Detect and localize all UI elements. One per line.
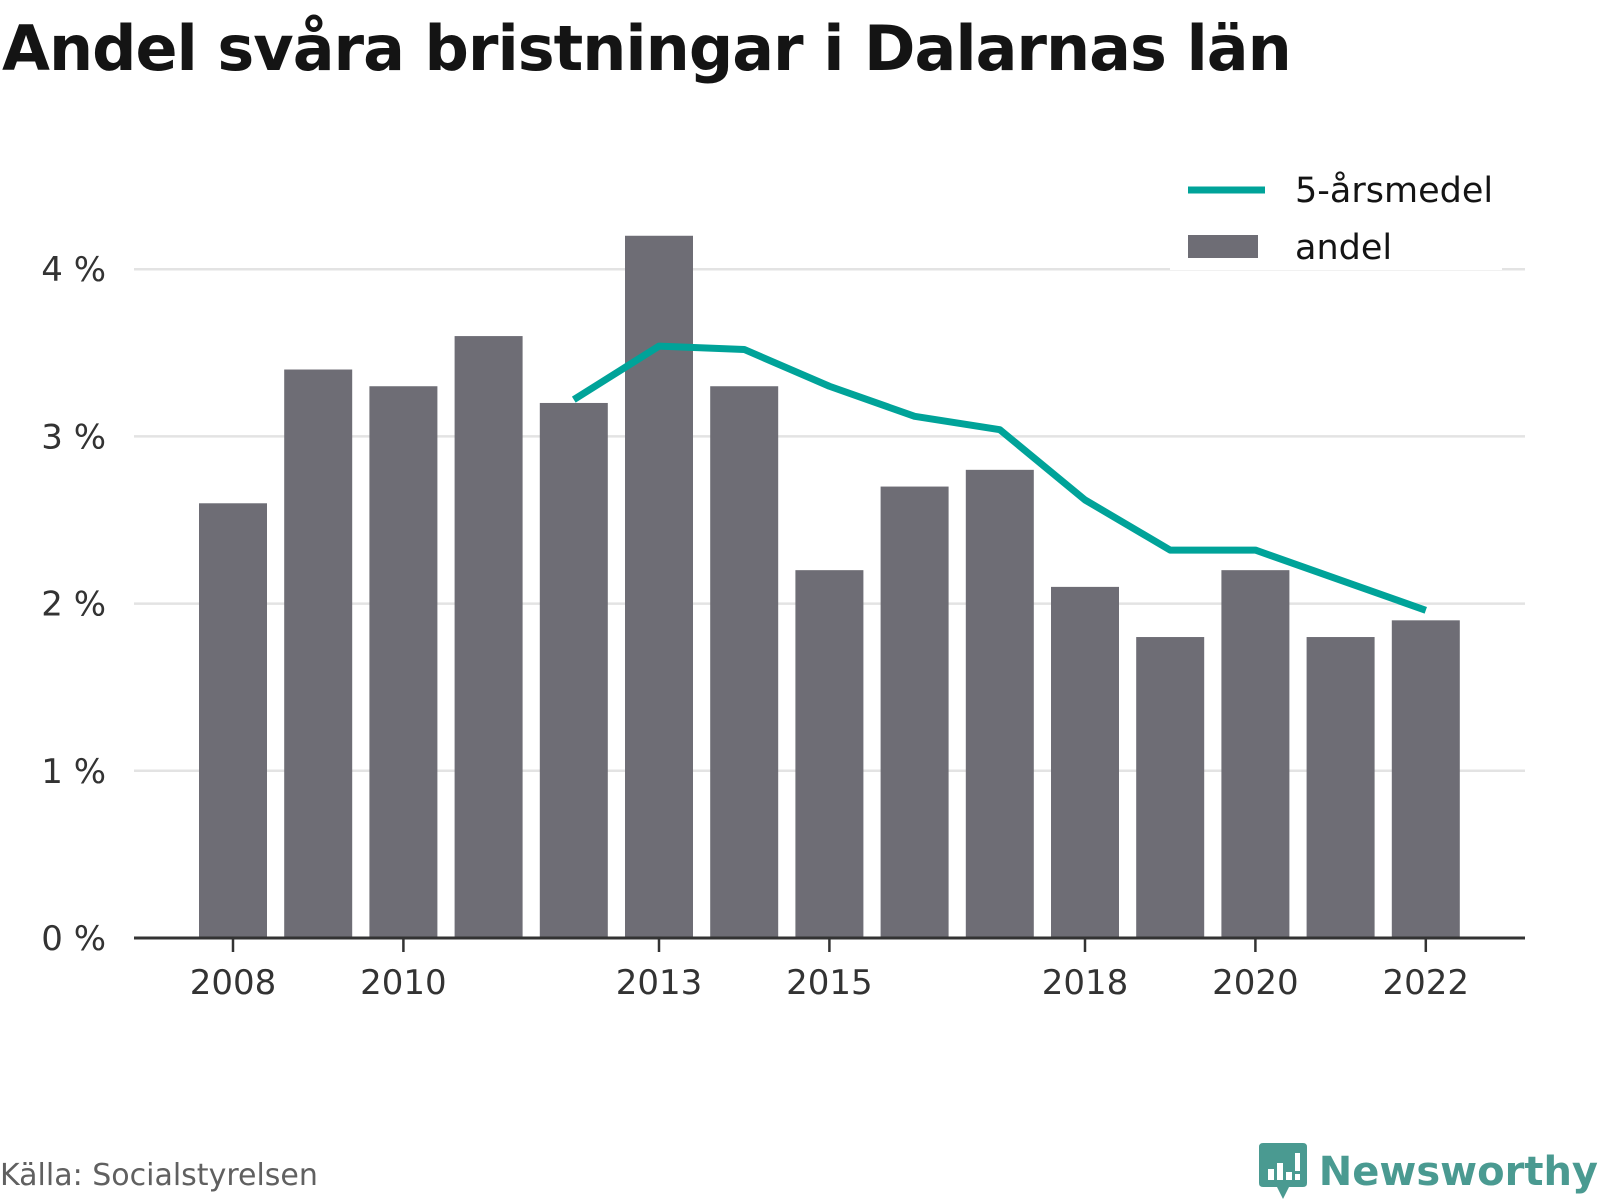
legend-label: 5-årsmedel — [1295, 170, 1493, 211]
chart-title: Andel svåra bristningar i Dalarnas län — [2, 12, 1292, 85]
bar — [539, 402, 608, 939]
y-tick-label: 4 % — [41, 250, 106, 290]
line-5-arsmedel-path — [571, 342, 1427, 614]
bar — [710, 386, 779, 938]
bar — [1306, 637, 1375, 938]
brand-name: Newsworthy — [1318, 1149, 1598, 1195]
line-5-arsmedel — [571, 342, 1427, 614]
y-tick-label: 3 % — [41, 417, 106, 457]
bar — [795, 570, 864, 938]
bar — [625, 235, 693, 938]
y-tick-label: 2 % — [41, 585, 106, 625]
x-axis — [134, 936, 1525, 952]
x-tick-label: 2008 — [190, 963, 277, 1003]
y-tick-label: 0 % — [41, 919, 106, 959]
x-tick-label: 2010 — [360, 963, 447, 1003]
bar — [284, 369, 353, 938]
bar — [454, 336, 523, 939]
x-axis-tick-labels: 2008 2010 2013 2015 2018 2020 2022 — [190, 963, 1469, 1003]
y-axis-tick-labels: 0 % 1 % 2 % 3 % 4 % — [41, 250, 106, 959]
legend: 5-årsmedel andel — [1170, 152, 1502, 270]
bar — [1051, 586, 1119, 938]
legend-bar-swatch — [1188, 235, 1258, 258]
bar — [1136, 637, 1205, 938]
newsworthy-logo-icon — [1258, 1143, 1307, 1199]
bar — [199, 503, 267, 938]
bar — [1391, 620, 1460, 938]
x-tick-label: 2015 — [786, 963, 873, 1003]
x-tick-label: 2020 — [1212, 963, 1299, 1003]
x-tick-label: 2018 — [1042, 963, 1129, 1003]
bar — [1221, 570, 1290, 938]
y-tick-label: 1 % — [41, 752, 106, 792]
x-tick-label: 2013 — [616, 963, 703, 1003]
x-tick-label: 2022 — [1383, 963, 1470, 1003]
brand-logo: Newsworthy — [1258, 1143, 1598, 1201]
bar — [369, 386, 438, 938]
bar — [880, 486, 949, 938]
source-credit: Källa: Socialstyrelsen — [0, 1158, 318, 1193]
bars-andel — [199, 235, 1460, 939]
bar — [965, 469, 1034, 938]
legend-label: andel — [1295, 228, 1392, 268]
